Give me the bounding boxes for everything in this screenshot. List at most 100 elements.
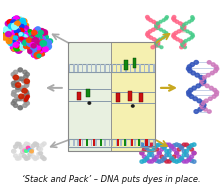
Circle shape	[189, 95, 194, 98]
Circle shape	[154, 27, 158, 30]
Circle shape	[37, 34, 43, 39]
Circle shape	[16, 46, 21, 50]
Circle shape	[28, 32, 31, 35]
Circle shape	[15, 27, 19, 30]
Circle shape	[142, 155, 146, 159]
Circle shape	[41, 48, 43, 50]
Circle shape	[16, 39, 20, 42]
Circle shape	[145, 146, 149, 149]
Circle shape	[3, 28, 8, 32]
Circle shape	[24, 22, 26, 25]
Circle shape	[36, 46, 41, 50]
Circle shape	[185, 149, 188, 153]
Circle shape	[24, 84, 29, 87]
Circle shape	[205, 84, 209, 88]
Circle shape	[31, 44, 36, 48]
Circle shape	[201, 77, 206, 81]
Circle shape	[17, 45, 20, 48]
Bar	[86, 89, 90, 97]
Circle shape	[44, 35, 48, 39]
Circle shape	[27, 32, 30, 35]
Circle shape	[147, 35, 150, 38]
Circle shape	[192, 143, 196, 146]
Circle shape	[215, 67, 219, 70]
Circle shape	[23, 155, 27, 158]
Circle shape	[17, 25, 23, 29]
Circle shape	[146, 31, 150, 34]
Circle shape	[200, 103, 204, 107]
Circle shape	[12, 149, 16, 153]
Circle shape	[173, 19, 176, 22]
Circle shape	[26, 34, 32, 39]
Circle shape	[189, 32, 192, 34]
Circle shape	[26, 96, 29, 99]
Circle shape	[162, 146, 166, 149]
Circle shape	[25, 44, 28, 47]
Circle shape	[215, 91, 219, 94]
Circle shape	[23, 144, 27, 148]
Circle shape	[24, 75, 28, 78]
Circle shape	[14, 95, 19, 98]
Circle shape	[34, 42, 38, 45]
Circle shape	[172, 15, 176, 19]
Bar	[109, 64, 110, 72]
Bar	[111, 64, 113, 72]
Circle shape	[40, 143, 44, 147]
Circle shape	[39, 41, 46, 47]
Circle shape	[177, 159, 181, 163]
Circle shape	[173, 36, 177, 39]
Circle shape	[4, 32, 7, 35]
Circle shape	[16, 34, 19, 37]
Circle shape	[19, 97, 24, 101]
Circle shape	[16, 18, 21, 23]
Circle shape	[19, 43, 23, 47]
Circle shape	[31, 38, 37, 42]
Circle shape	[42, 42, 48, 48]
Circle shape	[47, 40, 52, 44]
Circle shape	[156, 23, 160, 26]
Circle shape	[181, 27, 184, 29]
Circle shape	[201, 80, 206, 84]
Circle shape	[18, 24, 24, 29]
Circle shape	[187, 65, 192, 69]
Bar	[120, 64, 122, 72]
Circle shape	[30, 41, 32, 44]
Circle shape	[14, 21, 20, 26]
Circle shape	[42, 44, 49, 50]
Circle shape	[164, 35, 167, 37]
Circle shape	[159, 28, 163, 31]
Circle shape	[147, 149, 151, 153]
Circle shape	[155, 148, 159, 151]
Circle shape	[30, 43, 35, 47]
Circle shape	[175, 143, 179, 146]
Circle shape	[170, 146, 174, 149]
Circle shape	[33, 40, 39, 46]
Circle shape	[23, 104, 27, 107]
Circle shape	[19, 23, 25, 29]
Circle shape	[21, 42, 24, 45]
Circle shape	[13, 75, 19, 80]
Circle shape	[11, 36, 14, 38]
Circle shape	[155, 39, 159, 42]
Circle shape	[26, 32, 29, 35]
Circle shape	[14, 29, 20, 34]
Circle shape	[20, 18, 25, 23]
Circle shape	[181, 23, 185, 26]
Circle shape	[2, 34, 8, 39]
Circle shape	[146, 15, 149, 19]
Circle shape	[35, 40, 40, 45]
Circle shape	[12, 99, 17, 103]
Circle shape	[12, 29, 18, 35]
Circle shape	[38, 41, 41, 43]
Circle shape	[28, 30, 32, 33]
Circle shape	[36, 46, 41, 50]
Circle shape	[35, 156, 39, 159]
Circle shape	[155, 159, 159, 163]
Circle shape	[24, 26, 29, 30]
Circle shape	[7, 32, 11, 36]
Circle shape	[16, 35, 22, 40]
Circle shape	[191, 71, 195, 75]
Circle shape	[31, 53, 37, 57]
Circle shape	[187, 145, 191, 148]
Circle shape	[19, 29, 24, 34]
